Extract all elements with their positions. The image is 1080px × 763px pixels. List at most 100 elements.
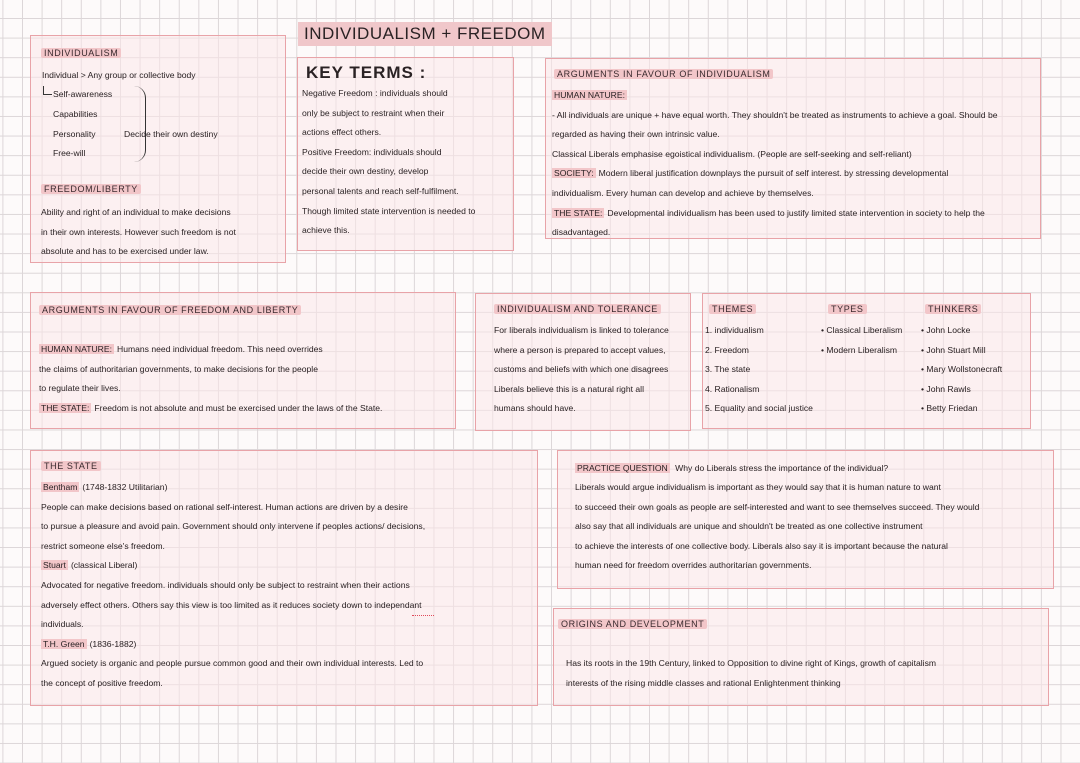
individualism-definition: Individual > Any group or collective bod… xyxy=(42,70,196,80)
thinker-item: • John Stuart Mill xyxy=(921,344,986,355)
practice-question-text: Why do Liberals stress the importance of… xyxy=(675,463,889,473)
trait-item: Self-awareness xyxy=(53,89,113,99)
args-freedom-box: ARGUMENTS IN FAVOUR OF FREEDOM AND LIBER… xyxy=(30,292,456,429)
text-line: customs and beliefs with which one disag… xyxy=(494,364,669,375)
text-line: Though limited state intervention is nee… xyxy=(302,205,476,216)
thinker-item: • Mary Wollstonecraft xyxy=(921,364,1003,375)
args-individualism-heading: ARGUMENTS IN FAVOUR OF INDIVIDUALISM xyxy=(554,69,774,79)
practice-question-label: PRACTICE QUESTION xyxy=(575,463,670,473)
type-item: • Modern Liberalism xyxy=(821,344,898,355)
args-individualism-box: ARGUMENTS IN FAVOUR OF INDIVIDUALISM HUM… xyxy=(545,58,1041,239)
individualism-heading: INDIVIDUALISM xyxy=(41,48,122,58)
line-text: the claims of authoritarian governments,… xyxy=(39,363,318,374)
text-line: achieve this. xyxy=(302,225,350,236)
types-heading: TYPES xyxy=(828,304,867,314)
tolerance-box: INDIVIDUALISM AND TOLERANCE For liberals… xyxy=(475,293,691,431)
page-title: INDIVIDUALISM + FREEDOM xyxy=(298,22,552,46)
line-text: (1836-1882) xyxy=(89,638,137,649)
line-text: Advocated for negative freedom. individu… xyxy=(41,580,410,590)
text-line: HUMAN NATURE: Humans need individual free… xyxy=(39,343,323,355)
trait-item: Personality xyxy=(53,128,96,139)
text-line: restrict someone else's freedom. xyxy=(41,540,165,552)
text-line: adversely effect others. Others say this… xyxy=(41,599,422,611)
line-text: Classical Liberals emphasise egoistical … xyxy=(552,148,912,159)
theme-item: 5. Equality and social justice xyxy=(705,403,813,414)
theme-item: 2. Freedom xyxy=(705,344,749,355)
text-line: to pursue a pleasure and avoid pain. Gov… xyxy=(41,520,425,532)
text-line: decide their own destiny, develop xyxy=(302,166,429,177)
text-line: humans should have. xyxy=(494,403,576,414)
line-text: (classical Liberal) xyxy=(70,560,138,571)
brace-icon xyxy=(131,86,146,162)
theme-item: 1. individualism xyxy=(705,325,764,335)
line-text: People can make decisions based on ratio… xyxy=(41,501,408,512)
line-label: THE STATE: xyxy=(39,402,92,413)
text-line: individuals. xyxy=(41,618,84,630)
thinker-item: • John Rawls xyxy=(921,383,971,394)
text-line: T.H. Green (1836-1882) xyxy=(41,638,136,650)
text-line: Positive Freedom: individuals should xyxy=(302,146,442,157)
text-line: personal talents and reach self-fulfilme… xyxy=(302,186,459,196)
line-text: individuals. xyxy=(41,619,84,630)
line-text: (1748-1832 Utilitarian) xyxy=(82,482,168,492)
text-line: Stuart (classical Liberal) xyxy=(41,559,137,571)
text-line: to succeed their own goals as people are… xyxy=(575,501,980,512)
line-label: T.H. Green xyxy=(41,638,87,649)
line-label: THE STATE: xyxy=(552,207,605,218)
text-line: THE STATE: Developmental individualism ha… xyxy=(552,207,985,219)
text-line: Liberals would argue individualism is im… xyxy=(575,482,941,492)
line-label: HUMAN NATURE: xyxy=(552,90,627,100)
text-line: actions effect others. xyxy=(302,127,382,138)
line-text: Developmental individualism has been use… xyxy=(607,207,985,218)
thinker-item: • John Locke xyxy=(921,325,971,335)
text-line: disadvantaged. xyxy=(552,226,610,238)
text-line: individualism. Every human can develop a… xyxy=(552,187,814,199)
text-line: People can make decisions based on ratio… xyxy=(41,501,408,513)
theme-item: 4. Rationalism xyxy=(705,383,760,394)
thinker-item: • Betty Friedan xyxy=(921,403,978,414)
tolerance-heading: INDIVIDUALISM AND TOLERANCE xyxy=(494,304,661,314)
line-text: Argued society is organic and people pur… xyxy=(41,658,424,669)
text-line: where a person is prepared to accept val… xyxy=(494,344,666,355)
type-item: • Classical Liberalism xyxy=(821,325,903,335)
origins-box: ORIGINS AND DEVELOPMENT Has its roots in… xyxy=(553,608,1049,706)
text-line: Has its roots in the 19th Century, linke… xyxy=(566,658,937,668)
brace-note: Decide their own destiny xyxy=(124,129,218,139)
theme-item: 3. The state xyxy=(705,364,751,375)
line-text: restrict someone else's freedom. xyxy=(41,540,165,551)
key-terms-box: KEY TERMS : Negative Freedom : individua… xyxy=(297,57,514,251)
text-line: Ability and right of an individual to ma… xyxy=(41,207,231,217)
text-line: HUMAN NATURE: xyxy=(552,89,630,101)
freedom-liberty-heading: FREEDOM/LIBERTY xyxy=(41,184,141,194)
trait-item: Capabilities xyxy=(53,108,98,119)
text-line: Argued society is organic and people pur… xyxy=(41,657,423,669)
text-line: Liberals believe this is a natural right… xyxy=(494,383,644,394)
line-label: HUMAN NATURE: xyxy=(39,344,114,354)
text-line: Classical Liberals emphasise egoistical … xyxy=(552,148,912,160)
text-line: absolute and has to be exercised under l… xyxy=(41,246,209,257)
themes-box: THEMES TYPES THINKERS 1. individualism 2.… xyxy=(702,293,1031,429)
arrow-icon xyxy=(43,86,52,95)
line-text: regarded as having their own intrinsic v… xyxy=(552,129,720,140)
the-state-box: THE STATE Bentham (1748-1832 Utilitarian)… xyxy=(30,450,538,706)
line-text: - All individuals are unique + have equa… xyxy=(552,109,998,120)
text-line: regarded as having their own intrinsic v… xyxy=(552,128,720,140)
text-line: - All individuals are unique + have equa… xyxy=(552,109,998,121)
line-text: adversely effect others. Others say this… xyxy=(41,599,422,610)
text-line: human need for freedom overrides authori… xyxy=(575,560,812,571)
themes-heading: THEMES xyxy=(709,304,757,314)
text-line: Negative Freedom : individuals should xyxy=(302,88,448,98)
text-line: interests of the rising middle classes a… xyxy=(566,677,841,688)
line-text: disadvantaged. xyxy=(552,227,611,238)
text-line: to regulate their lives. xyxy=(39,382,121,394)
text-line: Advocated for negative freedom. individu… xyxy=(41,579,410,591)
args-freedom-heading: ARGUMENTS IN FAVOUR OF FREEDOM AND LIBER… xyxy=(39,305,302,315)
spelling-mark xyxy=(412,615,434,616)
individualism-box: INDIVIDUALISM Individual > Any group or … xyxy=(30,35,286,263)
line-text: Modern liberal justification downplays t… xyxy=(598,168,949,179)
line-label: Stuart xyxy=(41,560,68,571)
line-text: to regulate their lives. xyxy=(39,383,121,394)
line-text: individualism. Every human can develop a… xyxy=(552,188,814,198)
text-line: in their own interests. However such fre… xyxy=(41,226,236,237)
text-line: For liberals individualism is linked to … xyxy=(494,325,669,335)
